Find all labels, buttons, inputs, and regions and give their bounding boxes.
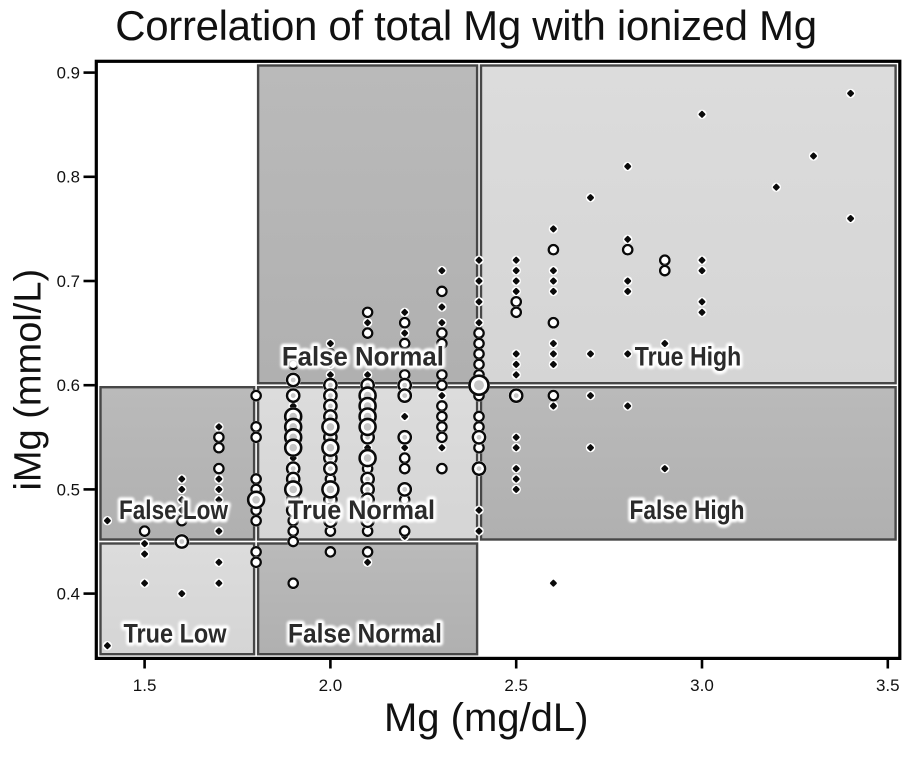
svg-text:Mg (mg/dL): Mg (mg/dL) xyxy=(384,696,589,740)
svg-text:False Low: False Low xyxy=(119,495,228,525)
svg-text:True Low: True Low xyxy=(124,619,227,649)
svg-text:True High: True High xyxy=(635,341,742,371)
svg-text:2.0: 2.0 xyxy=(319,676,343,695)
svg-text:1.5: 1.5 xyxy=(133,676,157,695)
svg-text:False Normal: False Normal xyxy=(282,341,444,371)
svg-text:False High: False High xyxy=(630,495,745,525)
svg-text:0.4: 0.4 xyxy=(57,585,80,604)
svg-text:False Normal: False Normal xyxy=(288,619,442,649)
svg-text:iMg (mmol/L): iMg (mmol/L) xyxy=(8,269,50,491)
svg-text:False Normal: False Normal xyxy=(282,341,444,371)
svg-text:2.5: 2.5 xyxy=(504,676,528,695)
svg-text:False Low: False Low xyxy=(119,495,228,525)
svg-text:True Normal: True Normal xyxy=(288,495,435,525)
svg-text:3.5: 3.5 xyxy=(876,676,900,695)
svg-text:True High: True High xyxy=(635,341,742,371)
svg-text:True Low: True Low xyxy=(124,619,227,649)
svg-text:0.8: 0.8 xyxy=(57,168,80,187)
svg-text:0.5: 0.5 xyxy=(57,480,80,499)
svg-text:True Normal: True Normal xyxy=(288,495,435,525)
svg-text:False High: False High xyxy=(630,495,745,525)
svg-text:0.6: 0.6 xyxy=(57,376,80,395)
svg-text:Correlation of total Mg with i: Correlation of total Mg with ionized Mg xyxy=(115,2,816,49)
svg-text:0.9: 0.9 xyxy=(57,64,80,83)
svg-text:3.0: 3.0 xyxy=(690,676,714,695)
svg-text:False Normal: False Normal xyxy=(288,619,442,649)
svg-text:0.7: 0.7 xyxy=(57,272,80,291)
